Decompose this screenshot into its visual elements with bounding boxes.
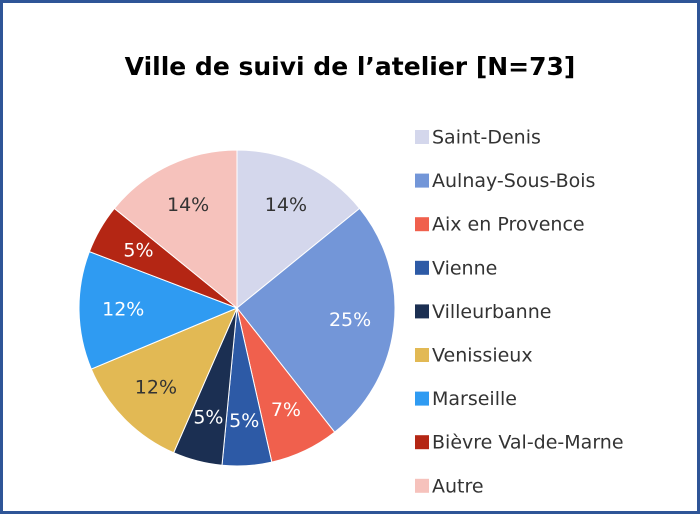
legend-swatch [415, 217, 429, 232]
pie-slice [113, 149, 238, 310]
legend-label: Autre [432, 475, 484, 497]
legend-swatch [415, 260, 429, 275]
legend-swatch [415, 391, 429, 406]
chart-title: Ville de suivi de l’atelier [N=73] [125, 52, 576, 81]
pie-slice [78, 250, 239, 370]
legend-label: Venissieux [432, 345, 533, 367]
legend-swatch [415, 173, 429, 188]
legend-label: Aix en Provence [432, 214, 585, 236]
data-label: 5% [123, 240, 153, 262]
legend-label: Villeurbanne [432, 301, 551, 323]
data-label: 12% [135, 376, 177, 398]
legend-swatch [415, 130, 429, 144]
legend-label: Bièvre Val-de-Marne [432, 432, 624, 454]
data-label: 7% [271, 399, 301, 421]
data-label: 25% [329, 309, 371, 331]
legend-swatch [415, 348, 429, 362]
legend-swatch [415, 435, 429, 450]
legend-label: Marseille [432, 388, 517, 410]
legend-label: Saint-Denis [432, 127, 541, 149]
pie-slice [236, 207, 396, 433]
legend-label: Aulnay-Sous-Bois [432, 170, 595, 192]
legend-label: Vienne [432, 257, 497, 279]
data-label: 14% [167, 194, 209, 216]
data-label: 12% [102, 298, 144, 320]
legend-swatch [415, 304, 429, 319]
data-label: 5% [229, 410, 259, 432]
pie-slice [236, 149, 361, 310]
pie-slice [90, 307, 238, 454]
data-label: 14% [265, 194, 307, 216]
data-label: 5% [193, 407, 223, 429]
legend-swatch [415, 478, 429, 493]
